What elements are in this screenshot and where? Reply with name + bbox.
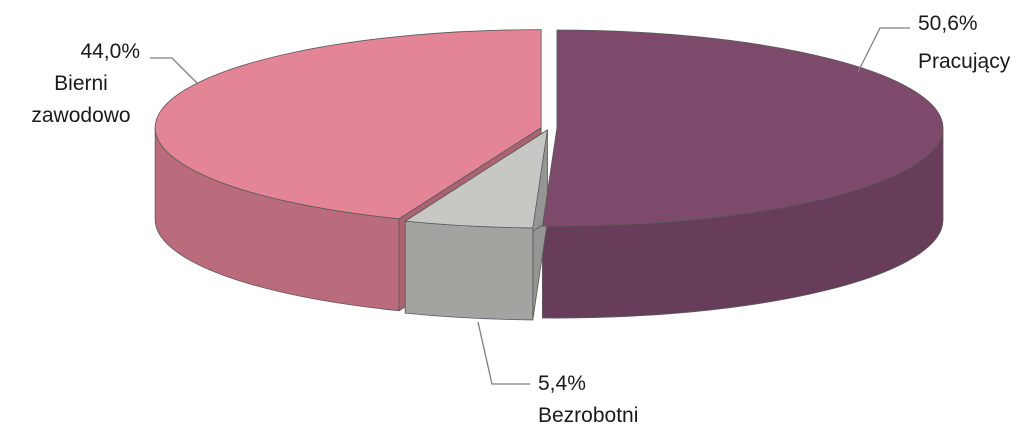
slice-label: Bierni zawodowo xyxy=(31,72,131,127)
value-label: 50,6% xyxy=(918,12,978,35)
slice-label: Pracujący xyxy=(918,50,1011,73)
leader-line xyxy=(150,57,199,85)
value-label: 5,4% xyxy=(538,372,586,395)
leader-line xyxy=(477,321,530,385)
leaders xyxy=(150,27,910,385)
slice-label: Bezrobotni xyxy=(538,404,639,427)
slice xyxy=(154,29,542,220)
slice-side xyxy=(404,220,534,321)
tops xyxy=(154,29,944,229)
value-label: 44,0% xyxy=(80,40,140,63)
slice xyxy=(541,29,944,227)
slice xyxy=(404,129,548,229)
leader-line xyxy=(857,27,910,73)
